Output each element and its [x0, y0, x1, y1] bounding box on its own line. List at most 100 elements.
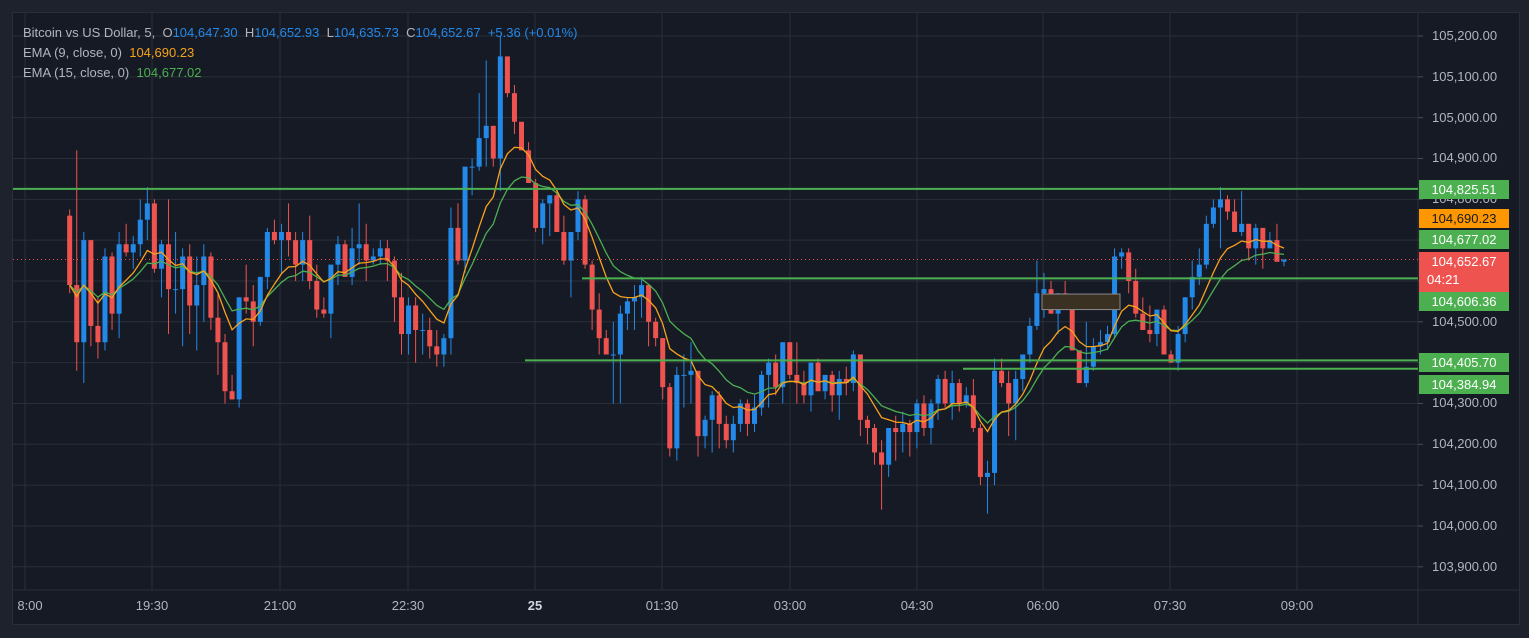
- candle-down: [1168, 354, 1174, 363]
- time-tick-label: 22:30: [391, 598, 425, 613]
- candle-up: [420, 329, 426, 331]
- candle-down: [342, 244, 348, 277]
- legend-high-value: 104,652.93: [254, 25, 320, 40]
- candle-up: [278, 231, 284, 241]
- candle-down: [1147, 329, 1153, 335]
- candle-up: [1189, 276, 1195, 298]
- candle-up: [836, 378, 842, 396]
- candle-up: [1083, 366, 1089, 384]
- candle-down: [95, 325, 101, 343]
- candle-down: [1069, 305, 1075, 351]
- candle-up: [370, 256, 376, 261]
- candle-down: [603, 338, 609, 355]
- badge-price: 104,606.36: [1431, 294, 1497, 309]
- badge-price: 104,690.23: [1431, 211, 1497, 226]
- candle-up: [1281, 259, 1287, 262]
- candle-down: [646, 285, 652, 322]
- badge-price: 104,652.67: [1431, 254, 1497, 269]
- price-badge-green: 104,606.36: [1419, 292, 1509, 311]
- legend-symbol-row: Bitcoin vs US Dollar, 5, O104,647.30 H10…: [23, 23, 577, 43]
- candle-up: [568, 231, 574, 261]
- candle-down: [660, 338, 666, 388]
- candle-up: [674, 374, 680, 449]
- candle-down: [504, 56, 510, 94]
- rectangle-drawing: [1041, 293, 1121, 311]
- candle-up: [780, 342, 786, 388]
- legend-change: +5.36 (+0.01%): [487, 25, 578, 40]
- candle-up: [617, 313, 623, 355]
- time-tick-label: 09:00: [1280, 598, 1314, 613]
- legend-ema9-row[interactable]: EMA (9, close, 0) 104,690.23: [23, 43, 194, 63]
- candle-up: [1119, 252, 1125, 257]
- price-tick-label: 104,300.00: [1432, 395, 1498, 411]
- candle-down: [526, 150, 532, 183]
- candle-down: [977, 427, 983, 477]
- candle-up: [144, 203, 150, 220]
- candle-down: [843, 378, 849, 384]
- candle-down: [293, 240, 299, 265]
- time-tick-label: 01:30: [645, 598, 679, 613]
- candle-down: [490, 125, 496, 159]
- candle-up: [1041, 289, 1047, 294]
- candle-up: [1253, 227, 1259, 249]
- candle-down: [74, 285, 80, 343]
- badge-price: 104,677.02: [1431, 232, 1497, 247]
- candle-down: [321, 309, 327, 314]
- chart-frame: [12, 12, 1520, 625]
- time-tick-label: 21:00: [263, 598, 297, 613]
- time-tick-label: 19:30: [135, 598, 169, 613]
- candle-up: [992, 370, 998, 473]
- price-tick-label: 105,100.00: [1432, 68, 1498, 84]
- candle-up: [624, 301, 630, 314]
- candle-up: [610, 354, 616, 356]
- candle-down: [1006, 383, 1012, 404]
- legend-open-value: 104,647.30: [172, 25, 238, 40]
- candle-up: [1105, 334, 1110, 343]
- legend-ema15-row[interactable]: EMA (15, close, 0) 104,677.02: [23, 63, 202, 83]
- candle-down: [1246, 223, 1252, 249]
- candle-up: [709, 395, 715, 420]
- candle-down: [271, 231, 277, 241]
- candle-down: [391, 260, 397, 298]
- candle-up: [356, 244, 362, 249]
- candle-down: [596, 309, 602, 339]
- candle-down: [1260, 227, 1266, 249]
- price-tick-label: 104,100.00: [1432, 477, 1498, 493]
- price-badge-green: 104,384.94: [1419, 375, 1509, 394]
- time-tick-label: 06:00: [1026, 598, 1060, 613]
- price-tick-label: 104,200.00: [1432, 436, 1498, 452]
- candle-down: [1232, 211, 1238, 232]
- candle-down: [561, 231, 567, 261]
- candle-up: [547, 195, 553, 204]
- candle-up: [737, 403, 743, 424]
- candle-down: [307, 240, 313, 281]
- candle-down: [716, 395, 722, 424]
- candle-down: [1076, 350, 1082, 384]
- legend-high-label: H: [244, 25, 255, 40]
- candle-down: [427, 329, 433, 347]
- candle-up: [928, 403, 934, 428]
- price-badge-red: 104,652.67 04:21: [1419, 252, 1509, 293]
- candle-up: [730, 423, 736, 441]
- time-tick-label: 07:30: [1153, 598, 1187, 613]
- candle-down: [589, 264, 595, 310]
- price-badge-green: 104,405.70: [1419, 353, 1509, 372]
- candle-down: [314, 280, 320, 310]
- candle-down: [123, 244, 129, 253]
- candle-down: [653, 321, 659, 339]
- candle-up: [949, 383, 955, 404]
- legend-open-label: O: [162, 25, 173, 40]
- candle-up: [886, 427, 892, 465]
- candle-up: [1097, 342, 1103, 347]
- ema15-line: [69, 176, 1285, 424]
- candle-up: [575, 199, 581, 232]
- candle-up: [808, 362, 814, 396]
- candle-down: [67, 215, 73, 286]
- candle-up: [377, 248, 383, 257]
- candle-down: [723, 423, 729, 441]
- candle-down: [872, 427, 878, 453]
- candle-down: [455, 227, 461, 261]
- badge-price: 104,825.51: [1431, 182, 1497, 197]
- legend-close-label: C: [406, 25, 416, 40]
